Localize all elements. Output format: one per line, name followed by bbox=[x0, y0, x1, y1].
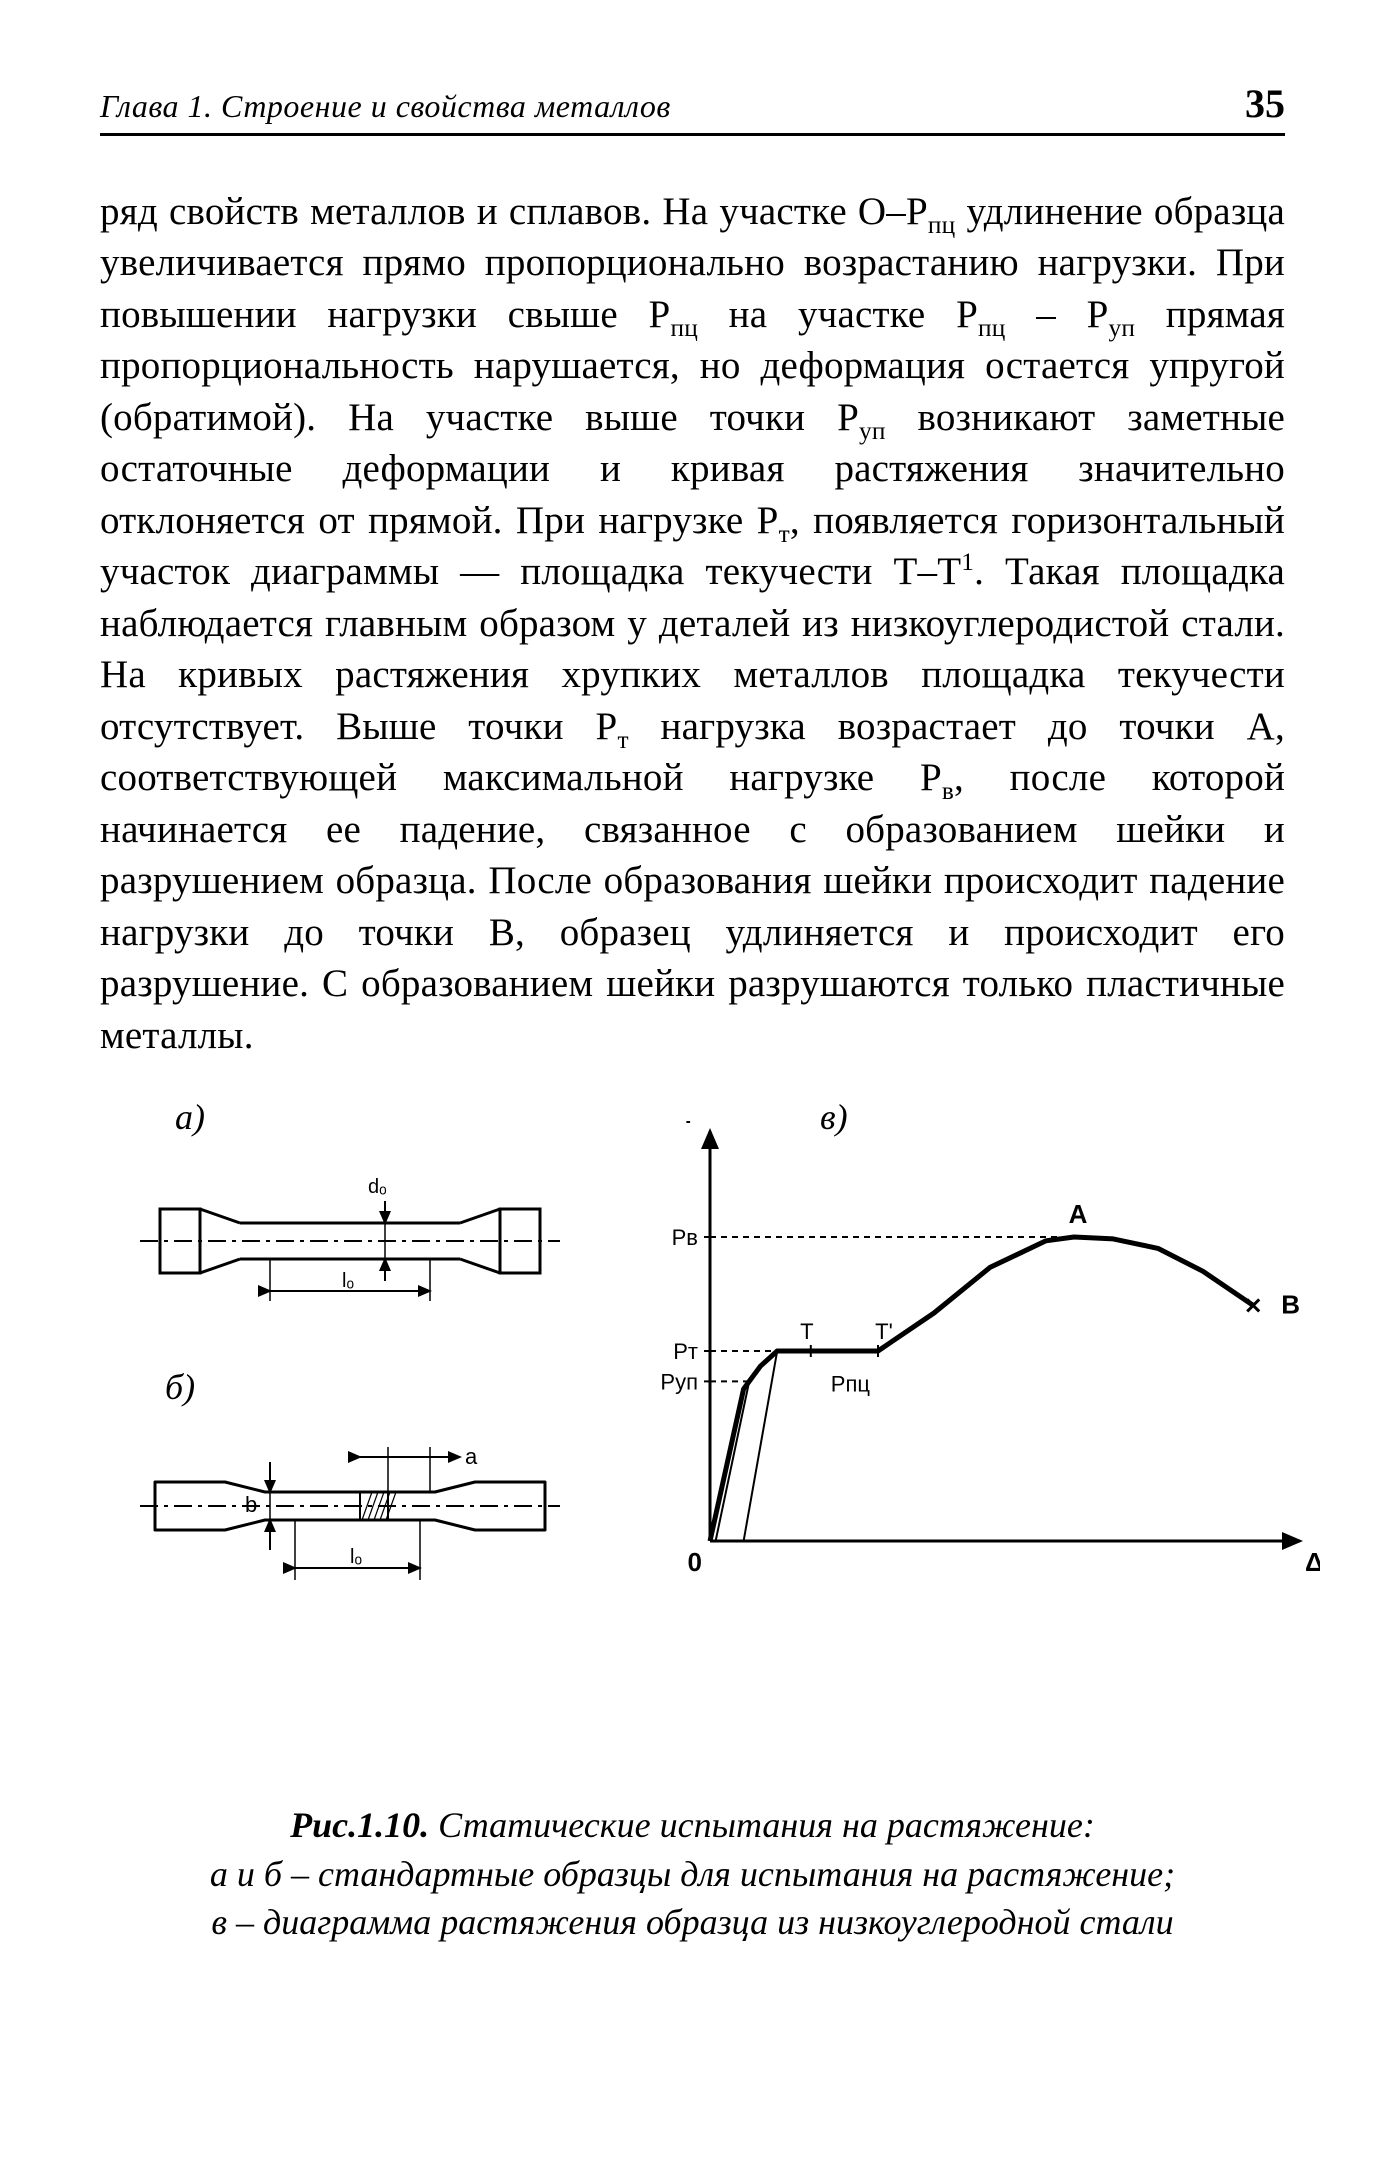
page: Глава 1. Строение и свойства металлов 35… bbox=[0, 0, 1385, 2180]
figure-caption: Рис.1.10. Статические испытания на растя… bbox=[100, 1801, 1285, 1947]
svg-text:T: T bbox=[800, 1319, 813, 1344]
figure-number: Рис.1.10. bbox=[290, 1805, 429, 1845]
specimen-a-drawing: dₒ lₒ bbox=[130, 1146, 570, 1346]
page-number: 35 bbox=[1245, 80, 1285, 127]
svg-text:T': T' bbox=[875, 1319, 893, 1344]
panel-label-a: а) bbox=[175, 1096, 205, 1138]
svg-text:Δl: Δl bbox=[1305, 1547, 1320, 1577]
caption-line-v: в – диаграмма растяжения образца из низк… bbox=[211, 1902, 1173, 1942]
svg-text:Pyп: Pyп bbox=[660, 1369, 698, 1394]
page-header: Глава 1. Строение и свойства металлов 35 bbox=[100, 80, 1285, 136]
caption-line-ab: а и б – стандартные образцы для испытани… bbox=[210, 1854, 1175, 1894]
svg-text:A: A bbox=[1069, 1199, 1088, 1229]
body-paragraph: ряд свойств металлов и сплавов. На участ… bbox=[100, 186, 1285, 1061]
svg-text:B: B bbox=[1281, 1289, 1300, 1319]
svg-text:Pпц: Pпц bbox=[831, 1371, 871, 1396]
svg-text:P: P bbox=[685, 1121, 702, 1129]
figure-area: а) б) в) dₒlₒ ablₒ PΔl0PyпPтPвTT'ABPпц bbox=[100, 1101, 1285, 1721]
svg-text:0: 0 bbox=[688, 1547, 702, 1577]
specimen-b-drawing: a b lₒ bbox=[130, 1376, 570, 1636]
chapter-title: Глава 1. Строение и свойства металлов bbox=[100, 88, 671, 125]
svg-text:Pв: Pв bbox=[672, 1225, 698, 1250]
svg-text:Pт: Pт bbox=[673, 1339, 698, 1364]
svg-text:b: b bbox=[245, 1492, 257, 1517]
svg-text:dₒ: dₒ bbox=[368, 1176, 387, 1198]
svg-text:lₒ: lₒ bbox=[342, 1270, 354, 1292]
stress-strain-diagram: P Δl 0 Pyп Pт Pв T T' A B Pпц bbox=[620, 1121, 1320, 1621]
svg-text:a: a bbox=[465, 1444, 478, 1469]
svg-text:lₒ: lₒ bbox=[350, 1546, 362, 1568]
caption-title: Статические испытания на растяжение: bbox=[438, 1805, 1095, 1845]
